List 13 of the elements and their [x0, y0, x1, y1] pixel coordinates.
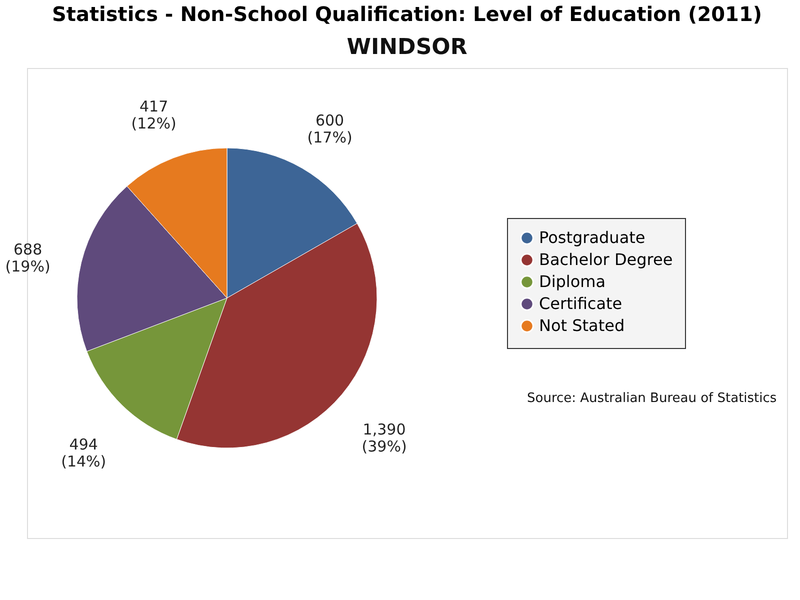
legend-label: Postgraduate — [539, 228, 646, 247]
data-label: 1,390 (39%) — [362, 420, 407, 456]
legend-label: Certificate — [539, 294, 622, 313]
data-label: 688 (19%) — [5, 240, 50, 276]
legend-label: Not Stated — [539, 316, 625, 335]
data-label: 417 (12%) — [131, 98, 176, 133]
chart-title: Statistics - Non-School Qualification: Level of Education (2011) — [52, 2, 762, 26]
legend-label: Bachelor Degree — [539, 250, 673, 269]
data-label: 600 (17%) — [307, 112, 352, 147]
chart-subtitle: WINDSOR — [346, 35, 468, 60]
source-note: Source: Australian Bureau of Statistics — [527, 391, 777, 406]
legend-label: Diploma — [539, 272, 606, 291]
data-label: 494 (14%) — [61, 436, 106, 471]
